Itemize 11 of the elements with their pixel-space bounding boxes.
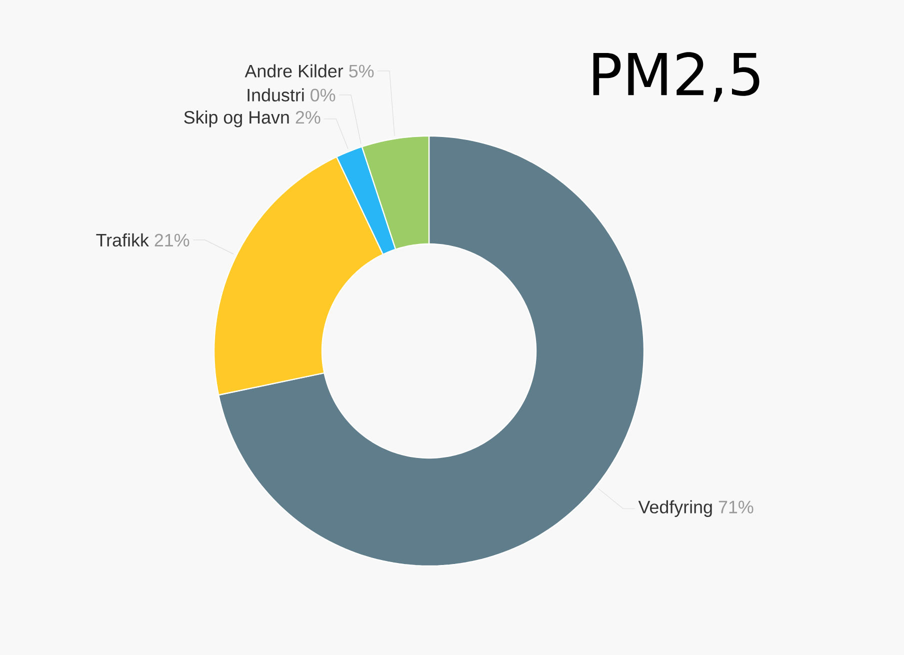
slice-label: Andre Kilder	[244, 64, 344, 78]
data-label: 71%	[718, 500, 754, 514]
chart-title: PM2,5	[593, 52, 760, 102]
category-label: Industri	[248, 88, 304, 102]
slice-label: Skip og Havn	[184, 110, 289, 128]
slice-label: Vedfyring	[638, 500, 712, 517]
data-label: 5%	[349, 64, 374, 78]
data-label: 2%	[296, 111, 320, 124]
text: 0%	[310, 88, 336, 102]
data-label: 21%	[154, 234, 190, 246]
slice-label: Trafikk	[96, 233, 149, 247]
